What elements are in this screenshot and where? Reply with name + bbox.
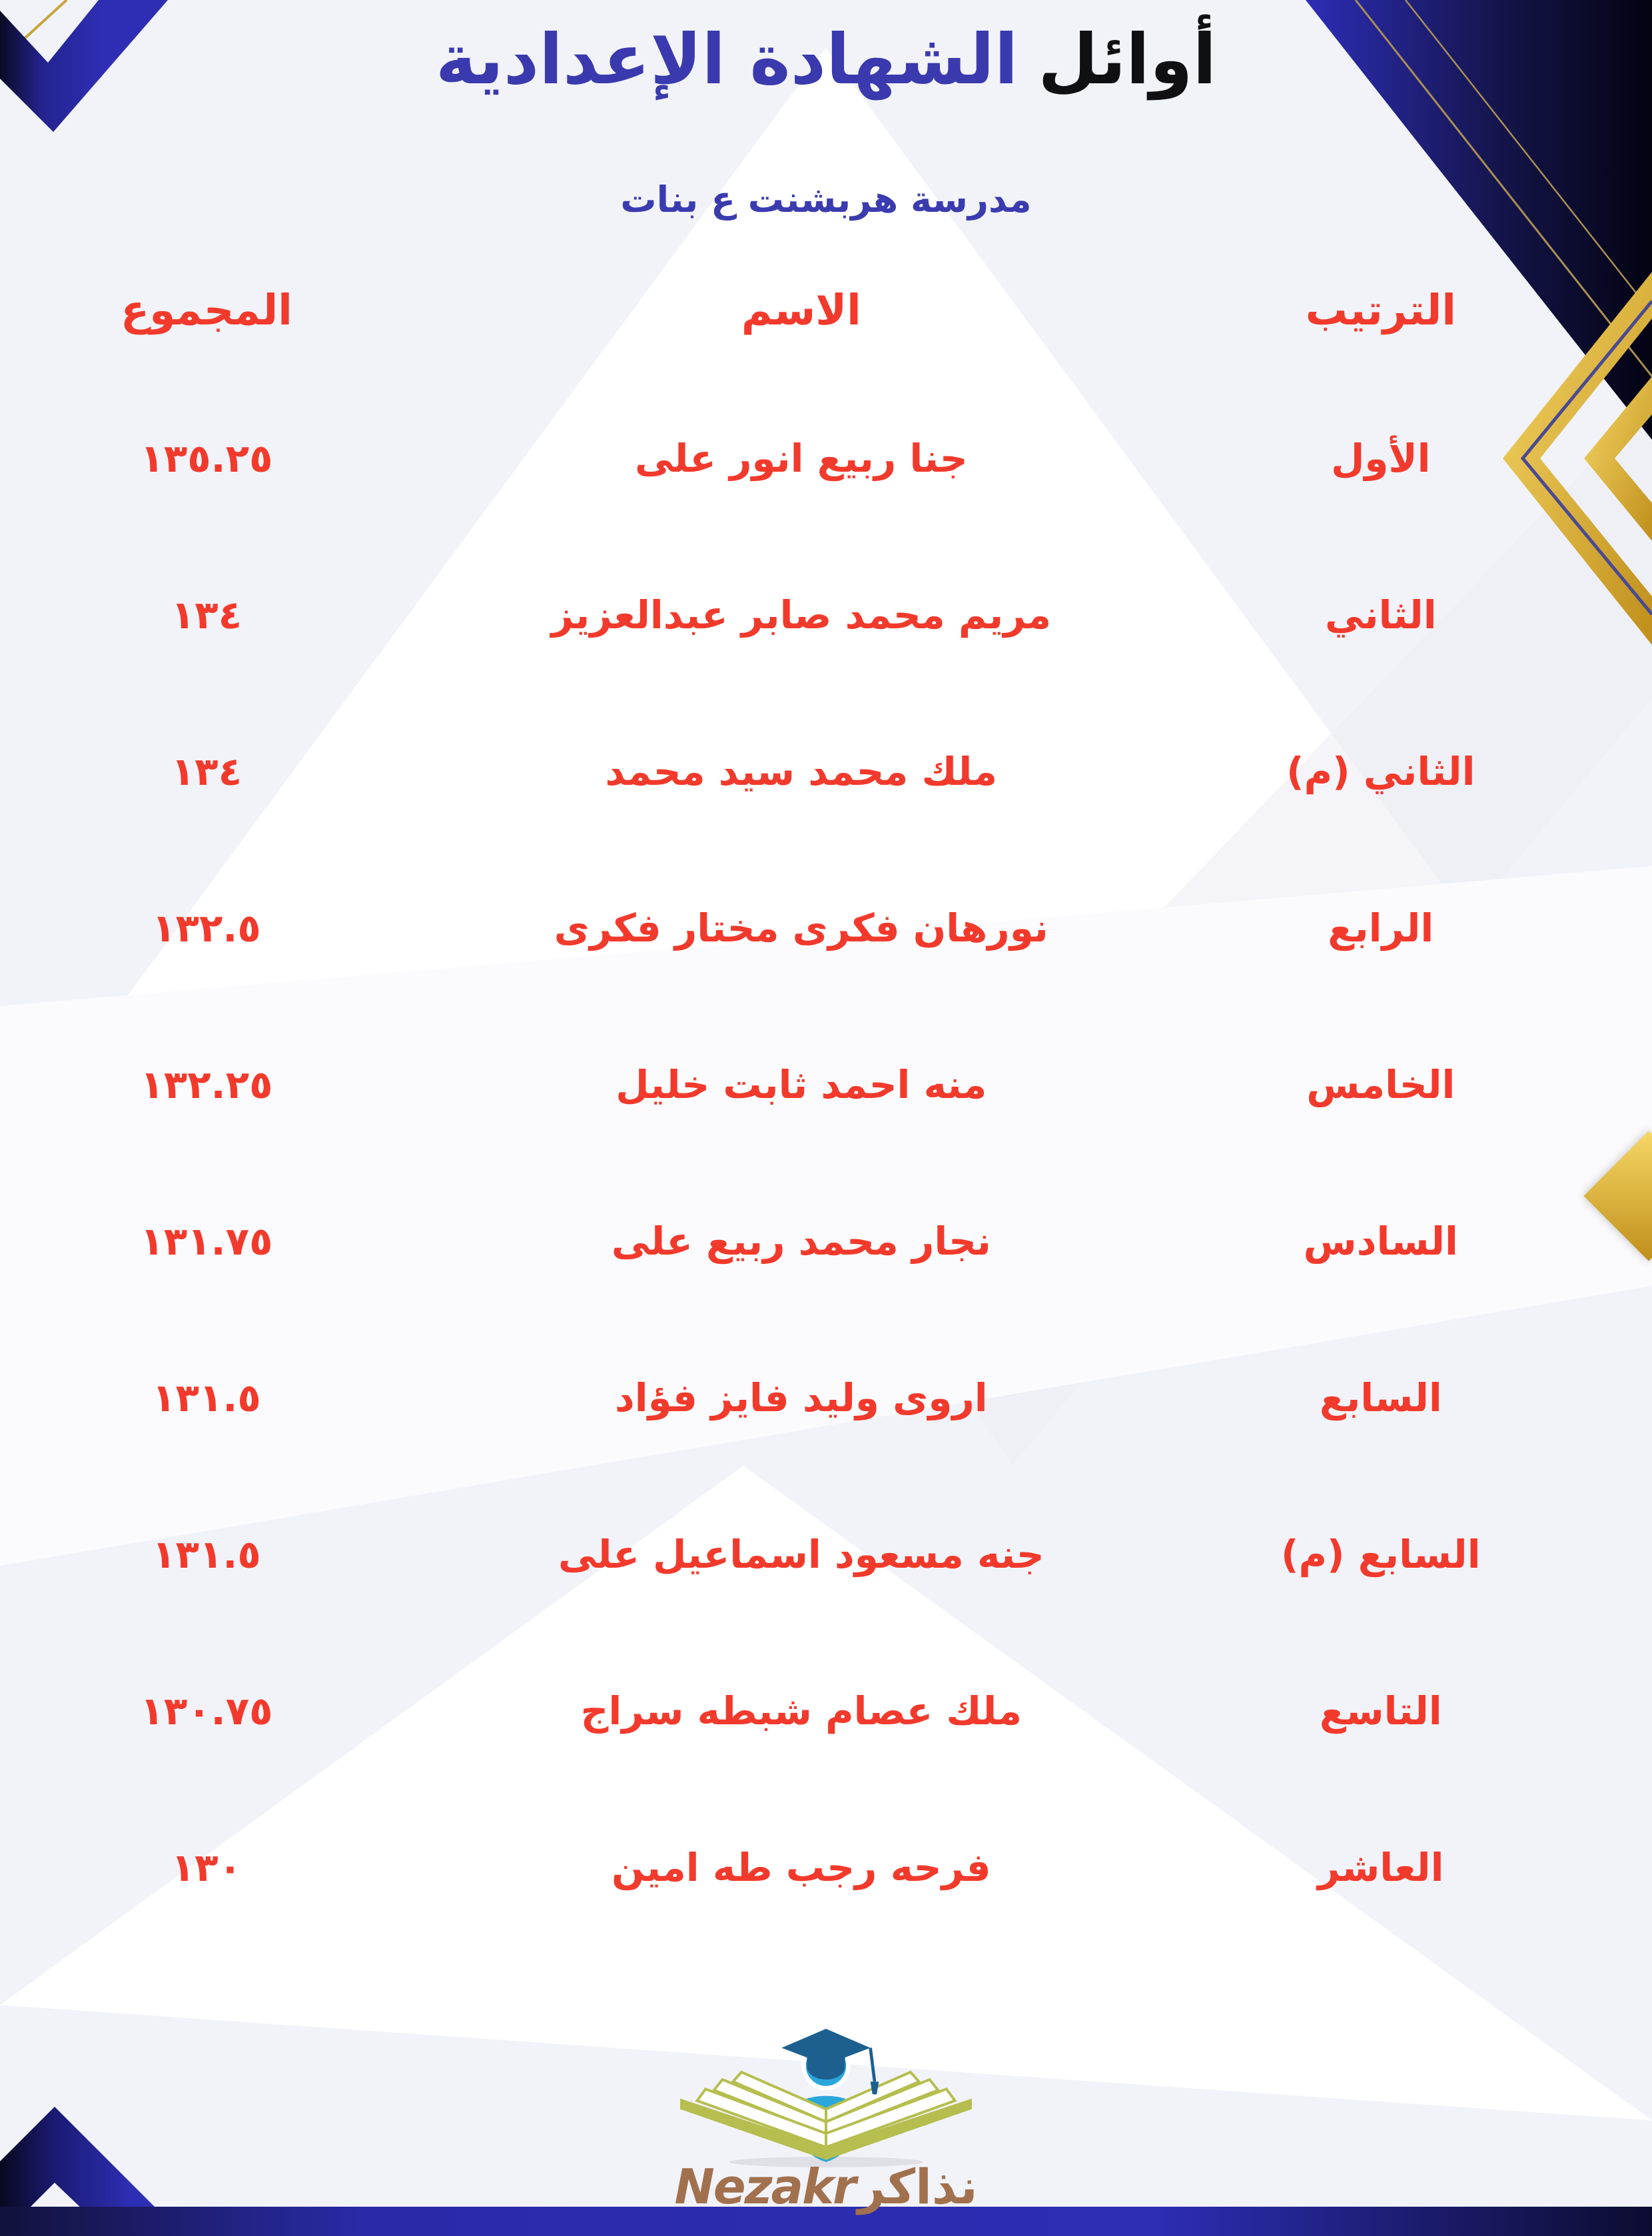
total-score-cell: ١٣٤ (171, 592, 242, 638)
student-name-cell: جنه مسعود اسماعيل على (558, 1531, 1044, 1577)
book-page (825, 2087, 957, 2149)
header-total: المجموع (121, 285, 292, 334)
table-row: الأول جنا ربيع انور على ١٣٥.٢٥ (0, 380, 1652, 536)
cap-board (781, 2029, 871, 2065)
header-rank: الترتيب (1305, 285, 1456, 334)
table-row: الثاني (م) ملك محمد سيد محمد ١٣٤ (0, 693, 1652, 849)
table-header-row: الترتيب الاسم المجموع (0, 240, 1652, 380)
table-row: العاشر فرحه رجب طه امين ١٣٠ (0, 1789, 1652, 1946)
rank-cell: السابع (1319, 1375, 1442, 1420)
table-rows: الأول جنا ربيع انور على ١٣٥.٢٥ الثاني مر… (0, 380, 1652, 1946)
title-certificate: الشهادة الإعدادية (435, 19, 1019, 100)
logo-shadow (729, 2156, 923, 2167)
logo-arabic-name: نذاكر (857, 2159, 978, 2215)
cap-tassel (869, 2047, 877, 2082)
school-name: مدرسة هربشنت ع بنات (620, 178, 1032, 221)
student-name-cell: ملك عصام شبطه سراج (580, 1688, 1023, 1734)
rank-cell: التاسع (1319, 1688, 1442, 1734)
logo-latin-name: Nezakr (674, 2159, 857, 2215)
total-score-cell: ١٣١.٥ (152, 1531, 261, 1577)
book-cover (826, 2098, 972, 2160)
student-name-cell: منه احمد ثابت خليل (616, 1061, 987, 1107)
table-row: السابع اروى وليد فايز فؤاد ١٣١.٥ (0, 1319, 1652, 1476)
table-row: الثاني مريم محمد صابر عبدالعزيز ١٣٤ (0, 536, 1652, 693)
total-score-cell: ١٣١.٥ (152, 1375, 261, 1420)
total-score-cell: ١٣١.٧٥ (140, 1218, 273, 1264)
total-score-cell: ١٣٠.٧٥ (140, 1688, 273, 1734)
student-name-cell: ملك محمد سيد محمد (605, 748, 998, 794)
bottom-blue-band (0, 2207, 1652, 2236)
rank-cell: الثاني (م) (1286, 748, 1475, 794)
student-name-cell: فرحه رجب طه امين (611, 1844, 991, 1890)
table-row: السابع (م) جنه مسعود اسماعيل على ١٣١.٥ (0, 1476, 1652, 1632)
student-name-cell: مريم محمد صابر عبدالعزيز (551, 592, 1052, 638)
rank-cell: السادس (1303, 1218, 1458, 1264)
student-name-cell: نجار محمد ربيع على (611, 1218, 991, 1264)
rank-cell: الثاني (1325, 592, 1437, 638)
rank-cell: السابع (م) (1281, 1531, 1481, 1577)
total-score-cell: ١٣٠ (171, 1844, 242, 1890)
total-score-cell: ١٣٤ (171, 748, 242, 794)
table-row: الخامس منه احمد ثابت خليل ١٣٢.٢٥ (0, 1006, 1652, 1163)
nezakr-logo: نذاكر Nezakr (0, 2016, 1652, 2213)
rank-cell: الرابع (1328, 905, 1434, 951)
logo-text: نذاكر Nezakr (675, 2160, 978, 2213)
cap-tassel-end (870, 2081, 879, 2095)
total-score-cell: ١٣٢.٥ (152, 905, 261, 951)
header-name: الاسم (741, 285, 861, 334)
title-word-awael: أوائل (1038, 19, 1217, 100)
book-page (825, 2070, 921, 2124)
table-row: الرابع نورهان فكرى مختار فكرى ١٣٢.٥ (0, 849, 1652, 1006)
rank-cell: الخامس (1306, 1061, 1455, 1107)
rank-cell: الأول (1331, 435, 1431, 481)
table-row: التاسع ملك عصام شبطه سراج ١٣٠.٧٥ (0, 1632, 1652, 1789)
student-name-cell: جنا ربيع انور على (634, 435, 968, 481)
page-title: أوائل الشهادة الإعدادية (0, 3, 1652, 116)
student-name-cell: نورهان فكرى مختار فكرى (554, 905, 1048, 951)
total-score-cell: ١٣٥.٢٥ (140, 435, 273, 481)
book-cover (680, 2098, 826, 2160)
student-name-cell: اروى وليد فايز فؤاد (614, 1375, 988, 1420)
table-row: السادس نجار محمد ربيع على ١٣١.٧٥ (0, 1163, 1652, 1319)
ranking-table: الترتيب الاسم المجموع الأول جنا ربيع انو… (0, 240, 1652, 1946)
graduate-book-icon (680, 2029, 972, 2167)
rank-cell: العاشر (1318, 1844, 1444, 1890)
total-score-cell: ١٣٢.٢٥ (140, 1061, 273, 1107)
